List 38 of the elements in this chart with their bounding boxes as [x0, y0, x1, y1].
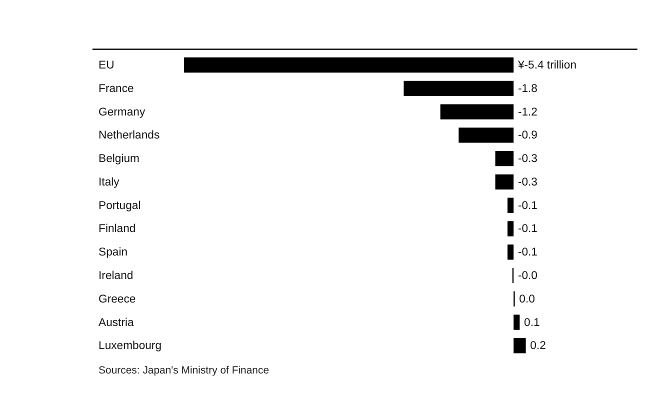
- data-label: 0.2: [530, 340, 546, 352]
- data-label: -0.1: [518, 200, 538, 212]
- bar: [507, 198, 514, 213]
- data-label: -0.0: [518, 270, 538, 282]
- source-note: Sources: Japan's Ministry of Finance: [98, 366, 270, 377]
- data-label: 0.0: [519, 293, 535, 306]
- data-label: -1.2: [518, 106, 538, 118]
- bar: [514, 314, 520, 330]
- y-tick-label: Greece: [98, 293, 136, 306]
- y-tick-label: Italy: [98, 176, 120, 188]
- bar: [495, 150, 514, 166]
- y-tick-label: EU: [98, 60, 114, 72]
- y-tick-label: Finland: [98, 223, 136, 236]
- bar: [514, 338, 526, 354]
- y-tick-label: Austria: [98, 316, 134, 329]
- bar: [458, 128, 514, 143]
- bar: [440, 104, 514, 120]
- y-tick-label: France: [98, 82, 134, 95]
- bar: [495, 174, 514, 190]
- bar: [507, 244, 514, 260]
- y-tick-label: Germany: [98, 106, 146, 118]
- y-tick-label: Portugal: [98, 200, 141, 212]
- data-label: -0.3: [518, 176, 538, 188]
- bar: [404, 80, 514, 96]
- data-label: -0.9: [518, 130, 538, 142]
- data-label: -0.3: [518, 153, 538, 166]
- y-tick-label: Belgium: [98, 153, 140, 166]
- y-tick-label: Netherlands: [98, 130, 160, 142]
- bar: [184, 57, 514, 73]
- y-tick-label: Ireland: [98, 270, 134, 282]
- data-label: -0.1: [518, 246, 538, 259]
- y-tick-label: Spain: [98, 246, 128, 259]
- bar: [507, 221, 514, 236]
- data-label: 0.1: [524, 316, 540, 329]
- data-label: -1.8: [518, 82, 538, 95]
- y-tick-label: Luxembourg: [98, 340, 162, 352]
- data-label: ¥-5.4 trillion: [516, 60, 577, 72]
- data-label: -0.1: [518, 223, 538, 236]
